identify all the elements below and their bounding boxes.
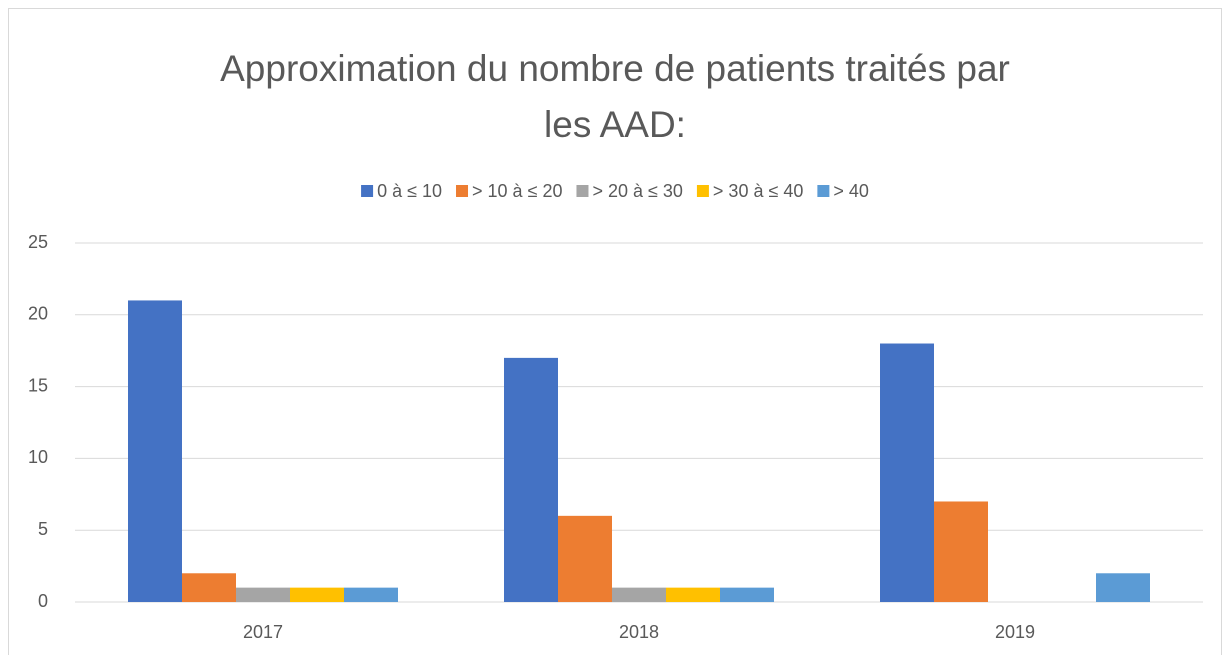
bar	[182, 573, 236, 602]
legend-swatch	[456, 185, 469, 197]
legend-label: > 40	[833, 181, 869, 201]
x-tick-label: 2017	[243, 622, 283, 642]
legend-label: > 10 à ≤ 20	[472, 181, 562, 201]
bar	[1096, 573, 1150, 602]
y-tick-label: 5	[38, 519, 48, 539]
y-tick-label: 25	[28, 232, 48, 252]
bar	[934, 501, 988, 602]
x-tick-label: 2019	[995, 622, 1035, 642]
legend-swatch	[361, 185, 374, 197]
x-tick-label: 2018	[619, 622, 659, 642]
bar	[666, 587, 720, 602]
bar	[128, 300, 182, 602]
bar	[290, 587, 344, 602]
legend-label: > 30 à ≤ 40	[713, 181, 803, 201]
legend-label: 0 à ≤ 10	[377, 181, 442, 201]
bar	[236, 587, 290, 602]
y-tick-label: 20	[28, 304, 48, 324]
legend-label: > 20 à ≤ 30	[592, 181, 682, 201]
legend-swatch	[696, 185, 709, 197]
legend-swatch	[576, 185, 589, 197]
chart-title: Approximation du nombre de patients trai…	[220, 48, 1010, 89]
chart-title: les AAD:	[544, 104, 686, 145]
y-tick-label: 0	[38, 591, 48, 611]
bar	[880, 343, 934, 602]
y-tick-label: 15	[28, 375, 48, 395]
bar	[720, 587, 774, 602]
y-tick-label: 10	[28, 447, 48, 467]
bar	[612, 587, 666, 602]
bar	[504, 357, 558, 602]
bar	[344, 587, 398, 602]
bar	[558, 515, 612, 602]
chart-frame	[8, 8, 1222, 655]
legend-swatch	[817, 185, 830, 197]
